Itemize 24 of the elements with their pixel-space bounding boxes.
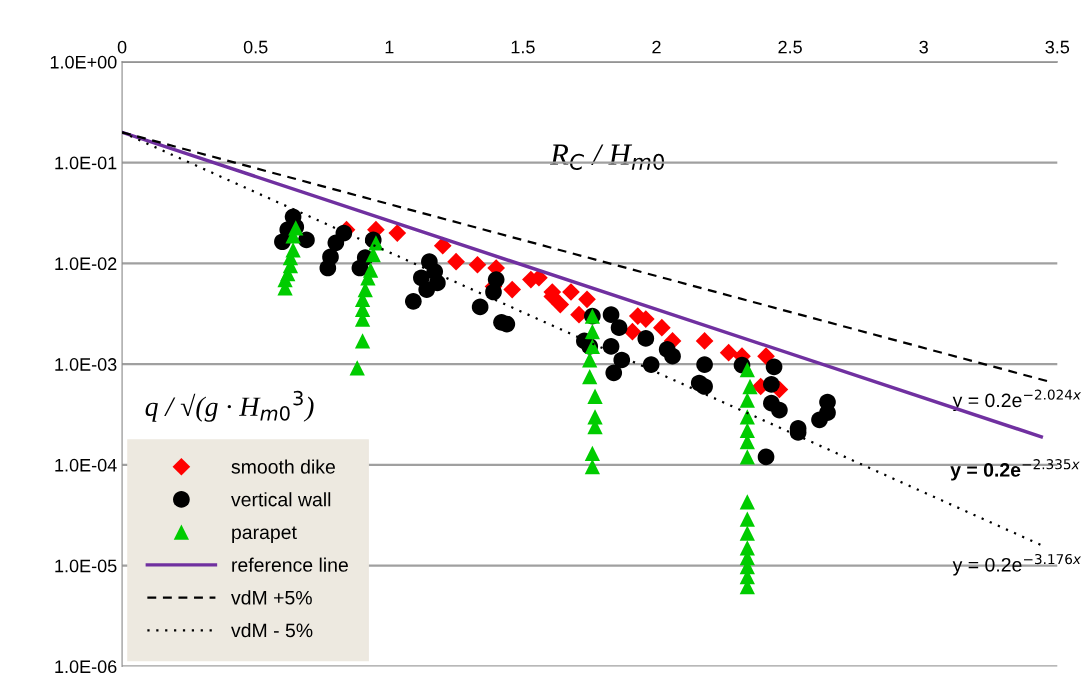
y-tick-label: 1.0E+00 bbox=[50, 55, 117, 69]
y-tick-label: 1.0E-01 bbox=[55, 156, 117, 170]
x-tick-label: 1.5 bbox=[511, 40, 535, 54]
legend-label: vdM - 5% bbox=[231, 623, 313, 638]
annotation: y = 0.2e$^{−2.335x}$ bbox=[950, 459, 1080, 481]
legend-label: vertical wall bbox=[231, 492, 331, 507]
y-axis-title: q / √(g · H$_{m0}$$^{3}$) bbox=[145, 390, 314, 422]
y-tick-label: 1.0E-05 bbox=[55, 559, 117, 573]
x-tick-label: 0.5 bbox=[243, 40, 268, 54]
y-tick-label: 1.0E-03 bbox=[55, 358, 117, 371]
y-tick-label: 1.0E-06 bbox=[55, 660, 117, 674]
legend-label: parapet bbox=[232, 526, 297, 543]
x-tick-label: 1 bbox=[385, 40, 394, 54]
y-tick-label: 1.0E-02 bbox=[55, 257, 117, 271]
legend-label: vdM +5% bbox=[231, 590, 312, 605]
x-tick-label: 2 bbox=[652, 40, 661, 54]
annotation: y = 0.2e$^{−3.176x}$ bbox=[952, 553, 1082, 576]
x-tick-label: 0 bbox=[117, 40, 127, 54]
legend-label: reference line bbox=[232, 557, 348, 572]
x-tick-label: 2.5 bbox=[778, 40, 802, 54]
legend-label: smooth dike bbox=[231, 459, 335, 474]
x-tick-label: 3 bbox=[919, 40, 928, 54]
y-tick-label: 1.0E-04 bbox=[55, 458, 117, 472]
x-tick-label: 3.5 bbox=[1045, 40, 1070, 54]
